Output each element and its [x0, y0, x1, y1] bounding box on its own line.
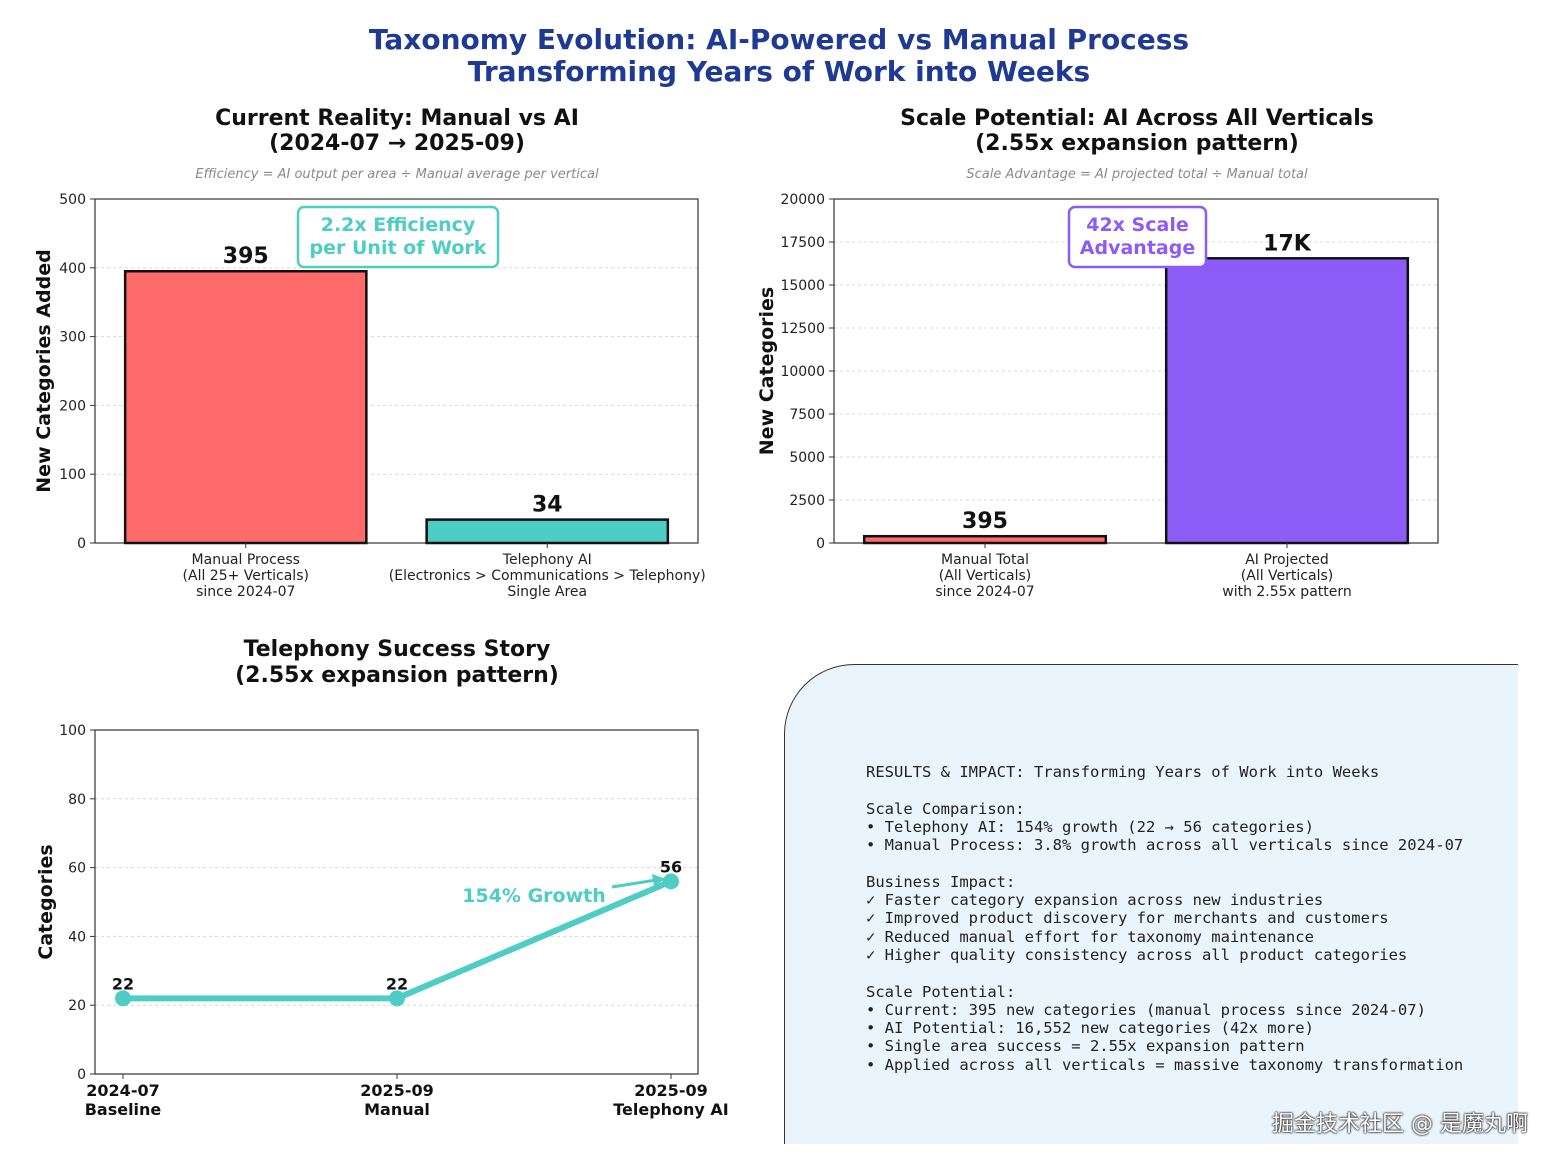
point-value-label: 56 — [660, 857, 682, 876]
data-point — [663, 873, 679, 890]
bar — [862, 534, 1108, 545]
scale-badge-line2: Advantage — [1080, 237, 1195, 259]
data-point — [389, 990, 405, 1007]
y-tick-label: 40 — [68, 929, 86, 945]
y-tick-label: 100 — [59, 467, 86, 483]
results-line: Scale Potential: — [866, 982, 1016, 1001]
x-tick-label: since 2024-07 — [935, 584, 1034, 600]
results-line: RESULTS & IMPACT: Transforming Years of … — [866, 763, 1380, 781]
x-tick-label: (All Verticals) — [1241, 568, 1333, 584]
x-tick-label: 2025-09 — [360, 1081, 433, 1100]
results-line — [866, 964, 1506, 982]
y-tick-label: 80 — [68, 792, 86, 808]
chart-title-line2: (2.55x expansion pattern) — [235, 663, 559, 688]
figure-title-line2: Transforming Years of Work into Weeks — [467, 55, 1091, 88]
chart-title-line1: Current Reality: Manual vs AI — [215, 106, 579, 131]
efficiency-badge — [296, 205, 500, 269]
bar-value-label: 34 — [532, 493, 563, 518]
y-tick-label: 12500 — [780, 321, 825, 337]
y-tick-label: 100 — [59, 723, 86, 739]
plot-frame — [94, 198, 699, 544]
x-tick-sublabel: Manual — [364, 1100, 430, 1119]
y-tick-label: 20 — [68, 998, 86, 1014]
x-tick-sublabel: Telephony AI — [613, 1100, 729, 1119]
watermark: 掘金技术社区 @ 是魔丸啊 — [1272, 1112, 1528, 1137]
x-tick-label: Single Area — [507, 584, 587, 600]
x-tick-label: since 2024-07 — [196, 584, 295, 600]
results-line: ✓ Higher quality consistency across all … — [866, 945, 1408, 964]
results-panel — [784, 664, 1518, 1144]
efficiency-badge-line1: 2.2x Efficiency — [321, 214, 476, 236]
chart-subtitle: Efficiency = AI output per area ÷ Manual… — [195, 167, 599, 182]
chart-title-line1: Telephony Success Story — [244, 637, 551, 662]
results-line — [866, 854, 1506, 872]
y-tick-label: 7500 — [789, 407, 825, 423]
data-point — [115, 990, 131, 1007]
y-tick-label: 17500 — [780, 235, 825, 251]
x-tick-label: (All 25+ Verticals) — [183, 568, 309, 584]
results-line: ✓ Faster category expansion across new i… — [866, 891, 1324, 910]
results-line: • Applied across all verticals = massive… — [866, 1055, 1464, 1074]
x-tick-label: 2025-09 — [634, 1081, 707, 1100]
results-line: Scale Comparison: — [866, 799, 1025, 818]
results-line — [866, 781, 1506, 799]
y-tick-label: 2500 — [789, 493, 825, 509]
growth-arrow — [611, 878, 657, 889]
y-tick-label: 0 — [816, 536, 825, 552]
x-tick-sublabel: Baseline — [85, 1100, 162, 1119]
chart-subtitle: Scale Advantage = AI projected total ÷ M… — [966, 167, 1308, 182]
y-tick-label: 300 — [59, 330, 86, 346]
y-tick-label: 15000 — [780, 278, 825, 294]
results-line: • Manual Process: 3.8% growth across all… — [866, 836, 1464, 855]
x-tick-label: (Electronics > Communications > Telephon… — [389, 568, 706, 584]
x-tick-label: Telephony AI — [502, 552, 592, 568]
growth-arrowhead — [652, 874, 666, 886]
y-tick-label: 0 — [77, 536, 86, 552]
x-tick-label: Manual Total — [941, 552, 1029, 568]
point-value-label: 22 — [386, 974, 408, 993]
efficiency-badge-line2: per Unit of Work — [310, 237, 487, 259]
growth-annotation: 154% Growth — [462, 885, 606, 907]
bar-value-label: 395 — [223, 244, 269, 269]
x-tick-label: with 2.55x pattern — [1222, 584, 1352, 600]
results-line: ✓ Improved product discovery for merchan… — [866, 909, 1389, 928]
y-tick-label: 0 — [77, 1067, 86, 1083]
results-line: • Single area success = 2.55x expansion … — [866, 1037, 1305, 1056]
y-tick-label: 400 — [59, 261, 86, 277]
chart-title-line2: (2024-07 → 2025-09) — [269, 131, 525, 156]
bar — [1164, 257, 1410, 545]
y-tick-label: 60 — [68, 861, 86, 877]
bar — [425, 518, 670, 545]
bar-value-label: 395 — [962, 509, 1008, 534]
figure-title-line1: Taxonomy Evolution: AI-Powered vs Manual… — [368, 23, 1190, 56]
y-tick-label: 10000 — [780, 364, 825, 380]
x-tick-label: 2024-07 — [86, 1081, 159, 1100]
results-line: • AI Potential: 16,552 new categories (4… — [866, 1019, 1314, 1038]
chart-title-line2: (2.55x expansion pattern) — [975, 131, 1299, 156]
results-text: RESULTS & IMPACT: Transforming Years of … — [866, 763, 1506, 1074]
results-line: • Current: 395 new categories (manual pr… — [866, 1000, 1426, 1019]
y-tick-label: 20000 — [780, 192, 825, 208]
results-line: • Telephony AI: 154% growth (22 → 56 cat… — [866, 817, 1314, 836]
plot-frame — [94, 729, 699, 1075]
y-tick-label: 200 — [59, 398, 86, 414]
scale-badge — [1067, 205, 1208, 269]
scale-badge-line1: 42x Scale — [1086, 214, 1188, 236]
y-axis-label: New Categories — [756, 287, 778, 455]
bar — [123, 269, 368, 545]
y-tick-label: 500 — [59, 192, 86, 208]
results-line: ✓ Reduced manual effort for taxonomy mai… — [866, 927, 1314, 946]
results-line: Business Impact: — [866, 872, 1016, 891]
point-value-label: 22 — [112, 974, 134, 993]
x-tick-label: AI Projected — [1245, 552, 1329, 568]
x-tick-label: Manual Process — [192, 552, 300, 568]
bar-value-label: 17K — [1263, 231, 1312, 256]
y-axis-label: New Categories Added — [33, 249, 55, 492]
chart-title-line1: Scale Potential: AI Across All Verticals — [900, 106, 1374, 131]
y-tick-label: 5000 — [789, 450, 825, 466]
y-axis-label: Categories — [35, 844, 57, 959]
x-tick-label: (All Verticals) — [939, 568, 1031, 584]
